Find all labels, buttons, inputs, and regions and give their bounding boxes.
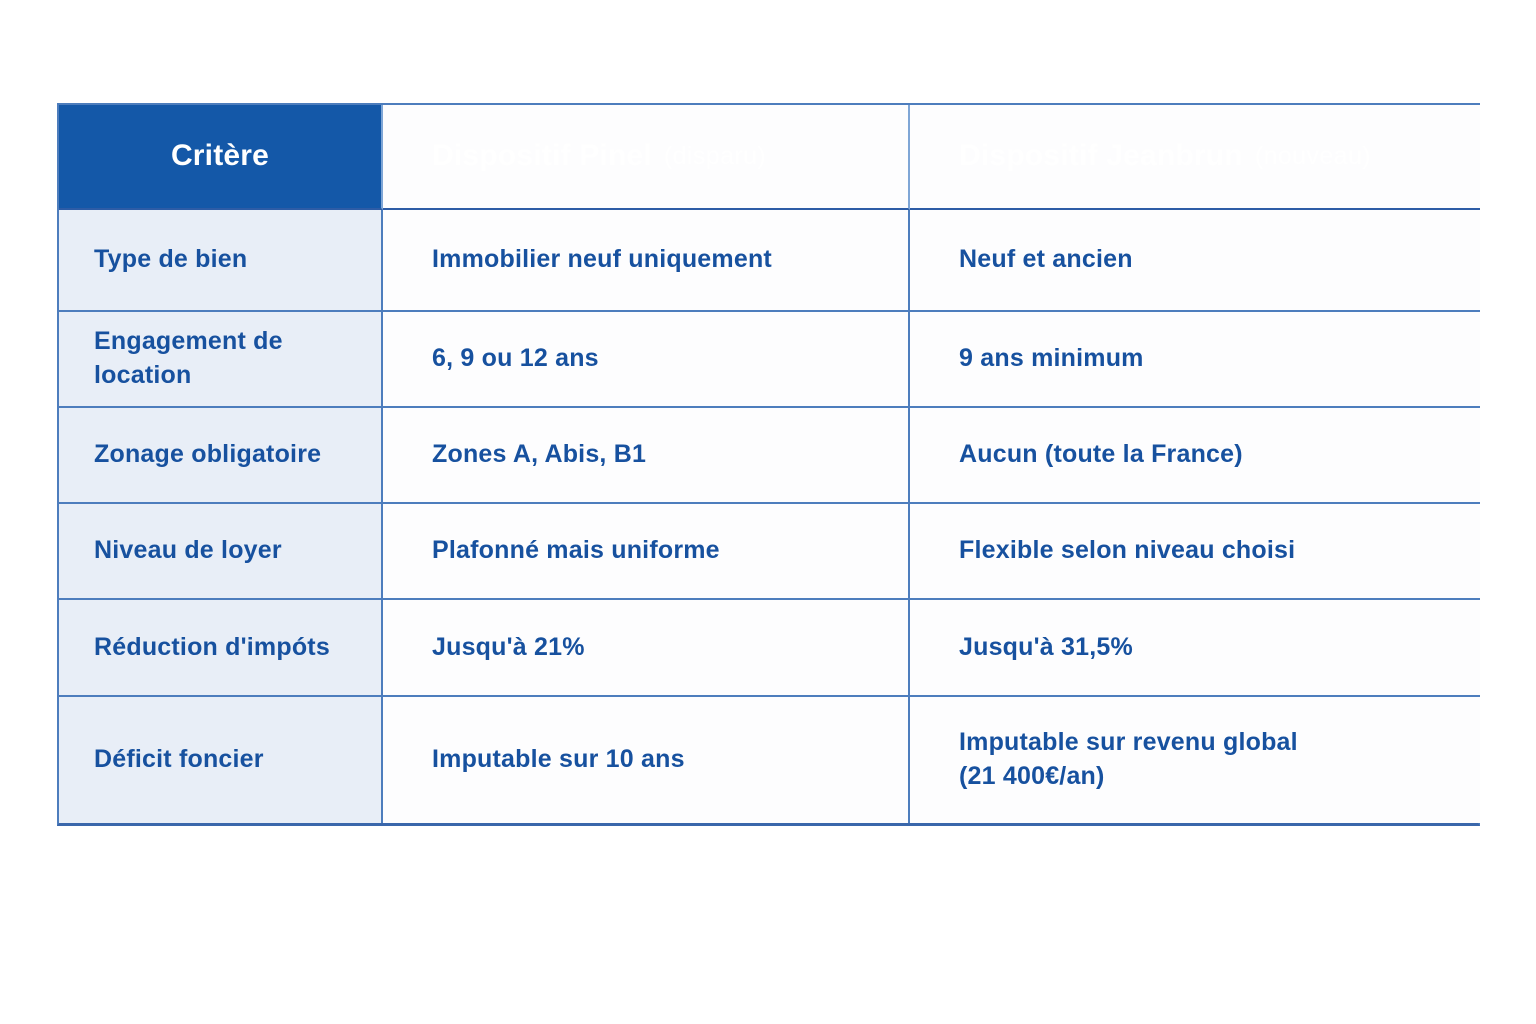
row-criterion-cell: Réduction d'impóts — [59, 600, 383, 697]
row-pinel-cell: Plafonné mais uniforme — [383, 504, 910, 600]
row-criterion-cell: Déficit foncier — [59, 697, 383, 823]
header-pinel-note: (disparu) — [663, 141, 767, 170]
row-jeanbrun-cell: 9 ans minimum — [910, 312, 1480, 408]
header-criteria: Critère — [59, 105, 383, 210]
row-pinel-cell: Zones A, Abis, B1 — [383, 408, 910, 504]
header-jeanbrun: Dispositif Jeanbrun (nouveau) — [910, 105, 1480, 210]
row-jeanbrun-cell: Jusqu'à 31,5% — [910, 600, 1480, 697]
row-jeanbrun-cell: Flexible selon niveau choisi — [910, 504, 1480, 600]
row-criterion-cell: Niveau de loyer — [59, 504, 383, 600]
row-criterion-cell: Type de bien — [59, 210, 383, 312]
row-jeanbrun-cell: Neuf et ancien — [910, 210, 1480, 312]
row-criterion-cell: Engagement de location — [59, 312, 383, 408]
row-pinel-cell: Imputable sur 10 ans — [383, 697, 910, 823]
header-pinel-label: Dispositif Pinel — [432, 139, 652, 173]
header-jeanbrun-note: (nouveau) — [1254, 141, 1372, 170]
header-pinel: Dispositif Pinel (disparu) — [383, 105, 910, 210]
comparison-table: Critère Dispositif Pinel (disparu) Dispo… — [57, 103, 1480, 826]
header-jeanbrun-label: Dispositif Jeanbrun — [959, 139, 1243, 173]
row-pinel-cell: Jusqu'à 21% — [383, 600, 910, 697]
row-jeanbrun-cell: Aucun (toute la France) — [910, 408, 1480, 504]
row-jeanbrun-cell: Imputable sur revenu global (21 400€/an) — [910, 697, 1480, 823]
row-pinel-cell: Immobilier neuf uniquement — [383, 210, 910, 312]
row-criterion-cell: Zonage obligatoire — [59, 408, 383, 504]
header-criteria-label: Critère — [170, 139, 270, 173]
row-pinel-cell: 6, 9 ou 12 ans — [383, 312, 910, 408]
